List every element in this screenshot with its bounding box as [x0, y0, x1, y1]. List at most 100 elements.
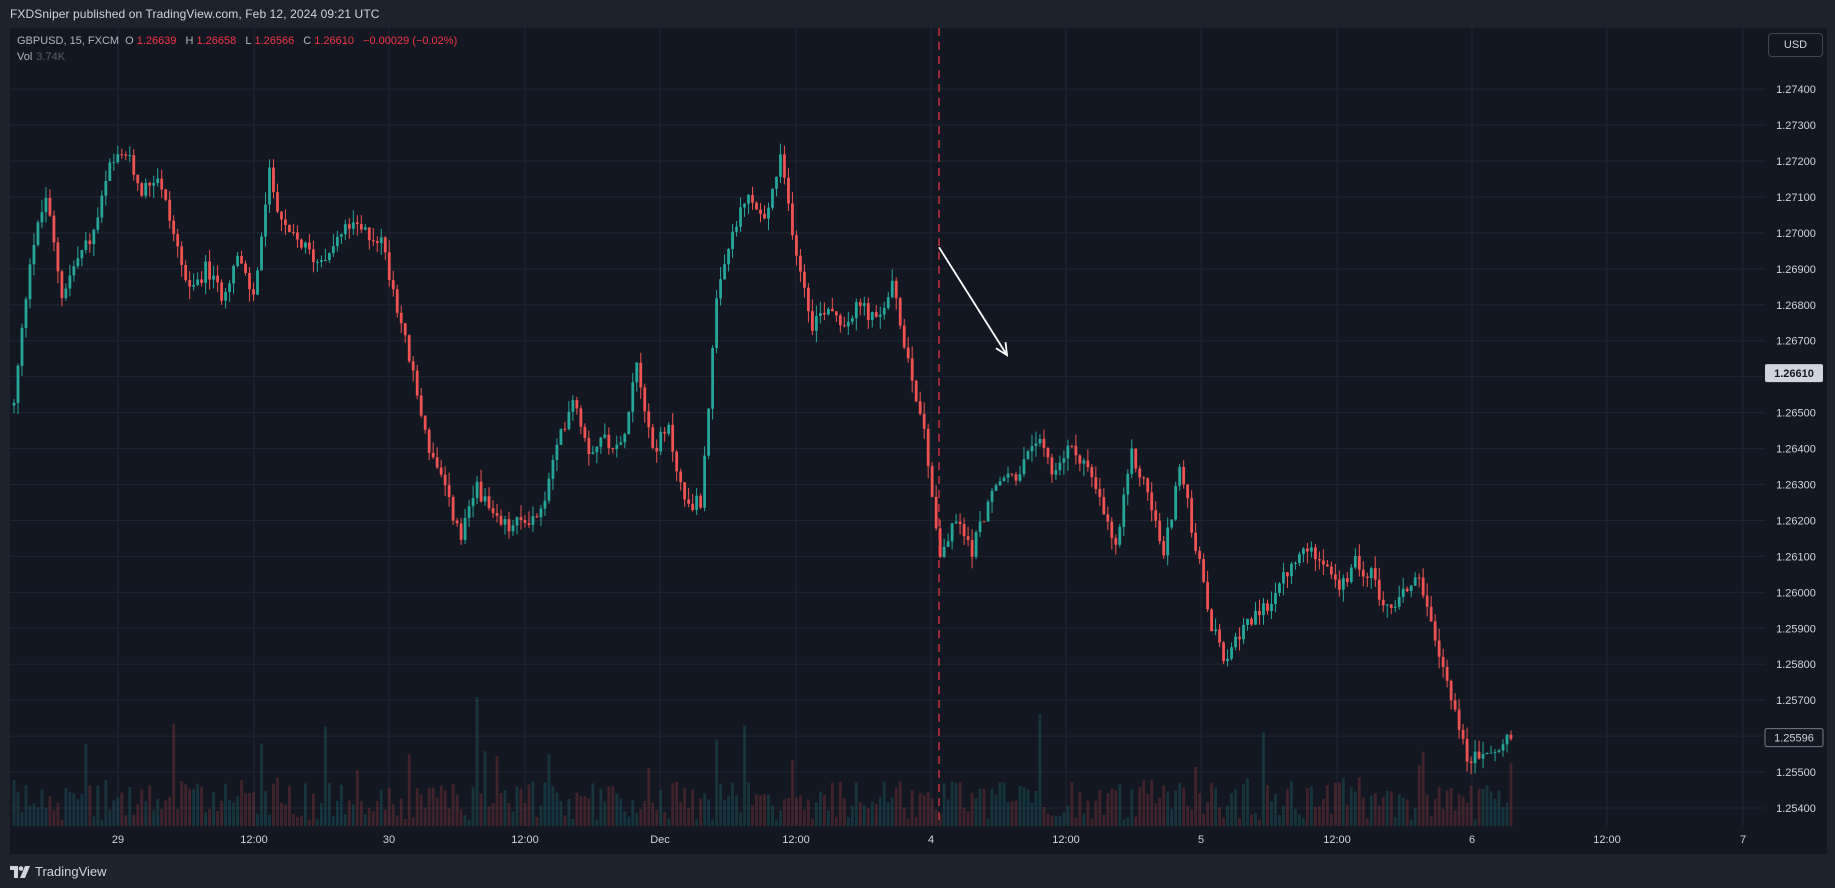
volume-bar: [1110, 788, 1114, 826]
volume-bar: [1445, 790, 1449, 826]
candle-body: [743, 203, 746, 208]
x-tick-label: 12:00: [782, 834, 810, 846]
y-tick-label: 1.27300: [1776, 120, 1816, 132]
candle-body: [1082, 460, 1086, 464]
candle-body: [1333, 574, 1337, 580]
volume-bar: [48, 796, 52, 826]
candle-body: [1206, 581, 1210, 610]
volume-bar: [970, 793, 974, 826]
y-tick-label: 1.27400: [1776, 84, 1816, 96]
candle-body: [523, 519, 527, 524]
candle-body: [814, 316, 818, 331]
volume-bar: [288, 786, 291, 826]
candle-body: [719, 279, 722, 299]
volume-bar: [1274, 793, 1277, 826]
candle-body: [443, 474, 447, 486]
candle-body: [1393, 606, 1397, 608]
volume-bar: [128, 786, 132, 826]
candle-body: [1058, 462, 1062, 471]
volume-bar: [1286, 788, 1289, 826]
candle-body: [276, 192, 279, 212]
candle-body: [922, 413, 926, 429]
candle-body: [76, 258, 80, 267]
symbol-label[interactable]: GBPUSD, 15, FXCM: [17, 35, 120, 47]
volume-bar: [403, 818, 407, 826]
volume-bar: [655, 809, 659, 826]
high-label: H: [185, 35, 194, 47]
volume-bar: [296, 816, 299, 826]
candle-body: [1485, 752, 1489, 755]
volume-bar: [615, 793, 619, 826]
volume-bar: [1158, 797, 1162, 826]
candle-body: [1250, 618, 1253, 625]
volume-bar: [1066, 805, 1070, 826]
candle-body: [567, 411, 571, 430]
candle-body: [643, 387, 647, 412]
volume-bar: [659, 790, 663, 826]
volume-bar: [1485, 785, 1489, 826]
volume-bar: [571, 818, 575, 826]
volume-bar: [467, 819, 471, 826]
candle-body: [1022, 459, 1026, 474]
candle-body: [791, 203, 794, 236]
candle-body: [1302, 548, 1305, 555]
price-scale[interactable]: [1765, 28, 1827, 854]
candle-body: [966, 536, 970, 541]
volume-bar: [1457, 794, 1461, 826]
tradingview-brand[interactable]: TradingView: [10, 864, 107, 879]
volume-bar: [1349, 787, 1353, 826]
volume-bar: [136, 804, 140, 826]
candle-body: [248, 272, 251, 290]
volume-bar: [1425, 794, 1429, 826]
candle-body: [691, 503, 695, 510]
volume-bar: [635, 813, 639, 826]
volume-bar: [1437, 787, 1441, 826]
volume-bar: [535, 816, 539, 826]
volume-bar: [184, 784, 188, 826]
volume-bar: [347, 800, 351, 826]
volume-bar: [1313, 806, 1317, 826]
candle-body: [232, 265, 235, 284]
volume-label[interactable]: Vol: [17, 51, 33, 63]
volume-bar: [667, 818, 671, 826]
candle-body: [1214, 629, 1217, 632]
volume-bar: [1413, 808, 1417, 826]
volume-bar: [854, 782, 858, 826]
volume-bar: [1078, 792, 1082, 826]
volume-bar: [32, 803, 36, 826]
candle-body: [707, 408, 711, 456]
volume-bar: [1150, 780, 1154, 826]
close-label: C: [303, 35, 312, 47]
volume-bar: [483, 751, 487, 826]
y-tick-label: 1.26500: [1776, 408, 1816, 420]
volume-bar: [607, 786, 611, 826]
candle-body: [144, 182, 148, 196]
candle-body: [467, 506, 471, 518]
candle-body: [1385, 604, 1389, 606]
volume-bar: [603, 801, 607, 826]
candle-body: [228, 283, 231, 293]
candle-body: [1038, 438, 1042, 444]
volume-bar: [647, 768, 651, 826]
candle-body: [507, 519, 511, 532]
candle-body: [1158, 520, 1162, 542]
volume-bar: [367, 808, 371, 826]
currency-button[interactable]: USD: [1768, 33, 1823, 57]
volume-bar: [1142, 780, 1146, 826]
volume-bar: [164, 800, 168, 826]
volume-bar: [152, 809, 156, 826]
candle-body: [487, 496, 491, 509]
candle-body: [1114, 538, 1118, 545]
volume-bar: [88, 785, 92, 826]
volume-bar: [144, 801, 148, 826]
volume-bar: [1321, 798, 1325, 826]
volume-bar: [1174, 790, 1178, 826]
candle-body: [44, 197, 48, 213]
candle-body: [651, 427, 655, 448]
candle-body: [407, 335, 411, 362]
volume-bar: [1266, 785, 1269, 826]
candle-body: [447, 485, 451, 498]
volume-bar: [1441, 809, 1445, 826]
candle-body: [870, 312, 874, 320]
volume-bar: [52, 809, 56, 826]
